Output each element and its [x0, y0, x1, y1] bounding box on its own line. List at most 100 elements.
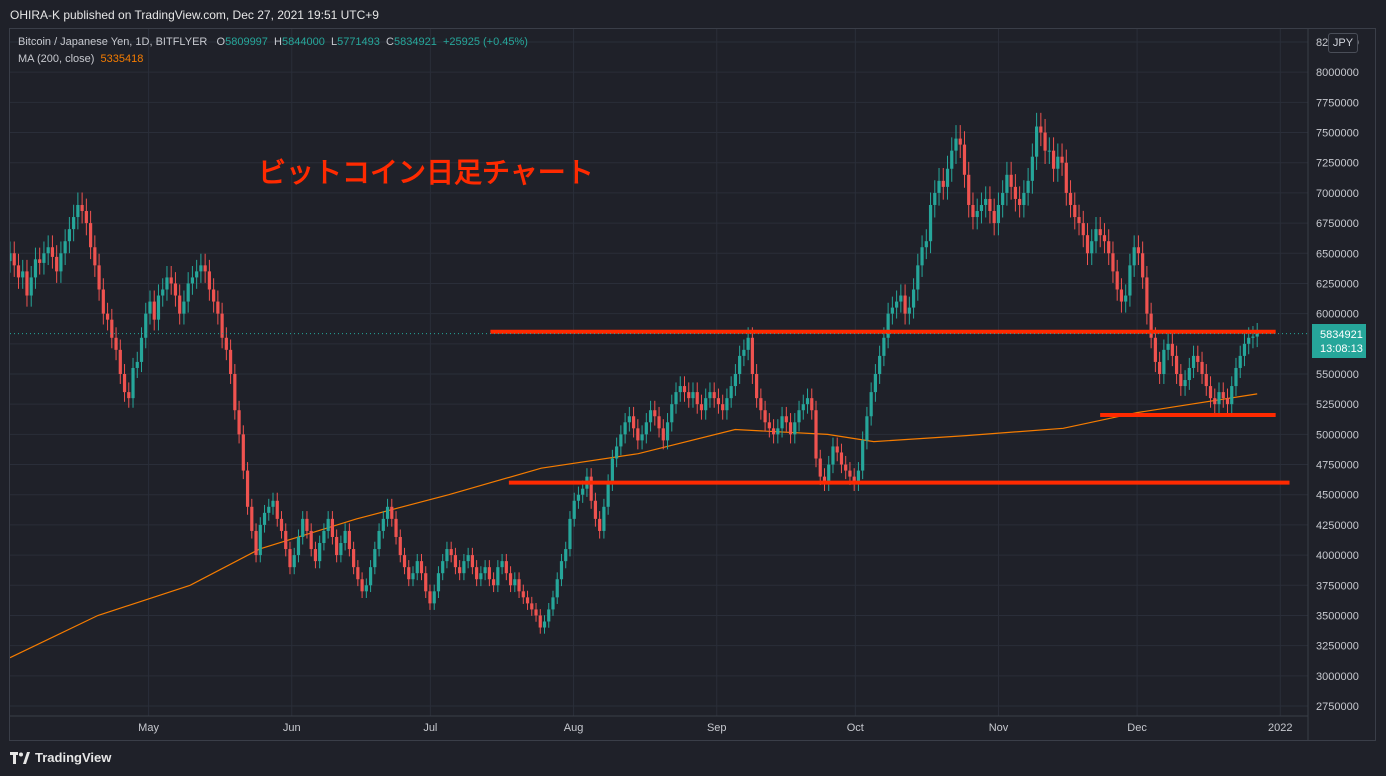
- candle-body: [1001, 192, 1005, 205]
- grid: [10, 29, 1308, 716]
- candle-body: [356, 567, 360, 580]
- candle-body: [695, 392, 699, 405]
- time-axis[interactable]: May Jun Jul Aug Sep Oct Nov Dec 2022: [10, 715, 1308, 734]
- candle-body: [763, 410, 767, 423]
- candle-body: [793, 422, 797, 435]
- candle-body: [131, 367, 135, 399]
- candle-body: [746, 337, 750, 350]
- price-axis[interactable]: 8250000800000077500007500000725000070000…: [1307, 29, 1375, 740]
- chart-panel[interactable]: 8250000800000077500007500000725000070000…: [9, 28, 1376, 741]
- candle-body: [1200, 361, 1204, 374]
- candle-body: [1247, 337, 1251, 344]
- candle-body: [139, 337, 144, 362]
- candle-body: [1158, 361, 1162, 374]
- candle-body: [1132, 247, 1136, 266]
- candle-body: [508, 573, 513, 586]
- candle-body: [606, 482, 610, 507]
- candle-body: [750, 337, 754, 374]
- candle-body: [848, 470, 852, 477]
- candle-body: [186, 283, 190, 302]
- candle-body: [1251, 336, 1255, 338]
- candle-body: [313, 549, 318, 562]
- candle-body: [916, 265, 920, 290]
- candle-body: [110, 319, 114, 338]
- candle-body: [1102, 235, 1107, 242]
- candle-body: [844, 464, 848, 471]
- candle-body: [835, 446, 839, 453]
- candle-body: [755, 374, 759, 399]
- candle-body: [1094, 229, 1098, 242]
- candle-body: [979, 204, 984, 212]
- candle-body: [1085, 235, 1090, 254]
- candle-body: [653, 410, 657, 417]
- time-tick-label: Sep: [707, 722, 727, 734]
- candle-body: [708, 392, 712, 399]
- candle-body: [950, 150, 954, 169]
- time-tick-label: Jul: [423, 722, 437, 734]
- currency-button[interactable]: JPY: [1328, 33, 1358, 53]
- symbol-legend: Bitcoin / Japanese Yen, 1D, BITFLYER O58…: [18, 36, 528, 48]
- candle-body: [610, 458, 614, 483]
- price-tick-label: 4750000: [1316, 460, 1359, 472]
- candle-body: [810, 398, 814, 411]
- candle-body: [1170, 343, 1174, 356]
- candle-body: [865, 416, 869, 441]
- price-tag-value: 5834921: [1320, 329, 1363, 341]
- price-tick-label: 7250000: [1316, 158, 1359, 170]
- candle-body: [1073, 204, 1077, 218]
- candle-body: [1119, 289, 1124, 302]
- candle-body: [228, 349, 233, 374]
- candle-body: [975, 211, 979, 218]
- candle-body: [640, 434, 644, 441]
- candle-body: [1077, 217, 1081, 224]
- candle-body: [1166, 343, 1170, 350]
- price-tick-label: 5250000: [1316, 399, 1359, 411]
- candle-body: [1043, 132, 1047, 151]
- candle-body: [636, 428, 640, 441]
- candle-body: [542, 621, 547, 628]
- candle-body: [1174, 355, 1179, 374]
- candle-body: [76, 204, 80, 218]
- ma-line: [10, 393, 1258, 659]
- candle-body: [199, 265, 203, 272]
- candle-body: [771, 428, 776, 435]
- candle-body: [827, 464, 831, 483]
- candle-body: [971, 204, 975, 218]
- candle-body: [788, 422, 793, 435]
- price-tick-label: 3000000: [1316, 671, 1359, 683]
- price-tick-label: 5000000: [1316, 429, 1359, 441]
- candle-body: [352, 549, 356, 568]
- candle-body: [678, 386, 682, 393]
- candle-body: [704, 398, 708, 411]
- candle-body: [254, 530, 258, 556]
- candle-body: [589, 476, 593, 501]
- candle-body: [1039, 126, 1043, 133]
- candle-body: [576, 494, 581, 501]
- ma-value: 5335418: [100, 53, 144, 65]
- candle-body: [1149, 313, 1153, 338]
- close-value: 5834921: [393, 36, 437, 48]
- price-tick-label: 4500000: [1316, 490, 1359, 502]
- candle-body: [449, 549, 453, 556]
- candle-body: [445, 549, 449, 562]
- candle-body: [937, 180, 941, 193]
- candle-body: [462, 561, 466, 574]
- candle-body: [16, 265, 21, 278]
- candle-body: [161, 289, 165, 296]
- candle-body: [733, 374, 738, 387]
- candle-body: [729, 386, 733, 399]
- candle-body: [271, 500, 275, 507]
- candle-body: [767, 422, 771, 429]
- candle-body: [1013, 186, 1017, 199]
- price-tick-label: 4000000: [1316, 550, 1359, 562]
- candle-body: [878, 355, 882, 374]
- time-tick-label: 2022: [1268, 722, 1292, 734]
- candle-body: [568, 518, 572, 550]
- footer-brand: TradingView: [10, 750, 111, 765]
- candlestick-chart[interactable]: 8250000800000077500007500000725000070000…: [10, 29, 1375, 740]
- price-tick-label: 6250000: [1316, 278, 1359, 290]
- candle-body: [984, 198, 988, 205]
- candle-body: [178, 295, 182, 314]
- candle-body: [262, 512, 267, 525]
- candle-body: [1128, 265, 1132, 296]
